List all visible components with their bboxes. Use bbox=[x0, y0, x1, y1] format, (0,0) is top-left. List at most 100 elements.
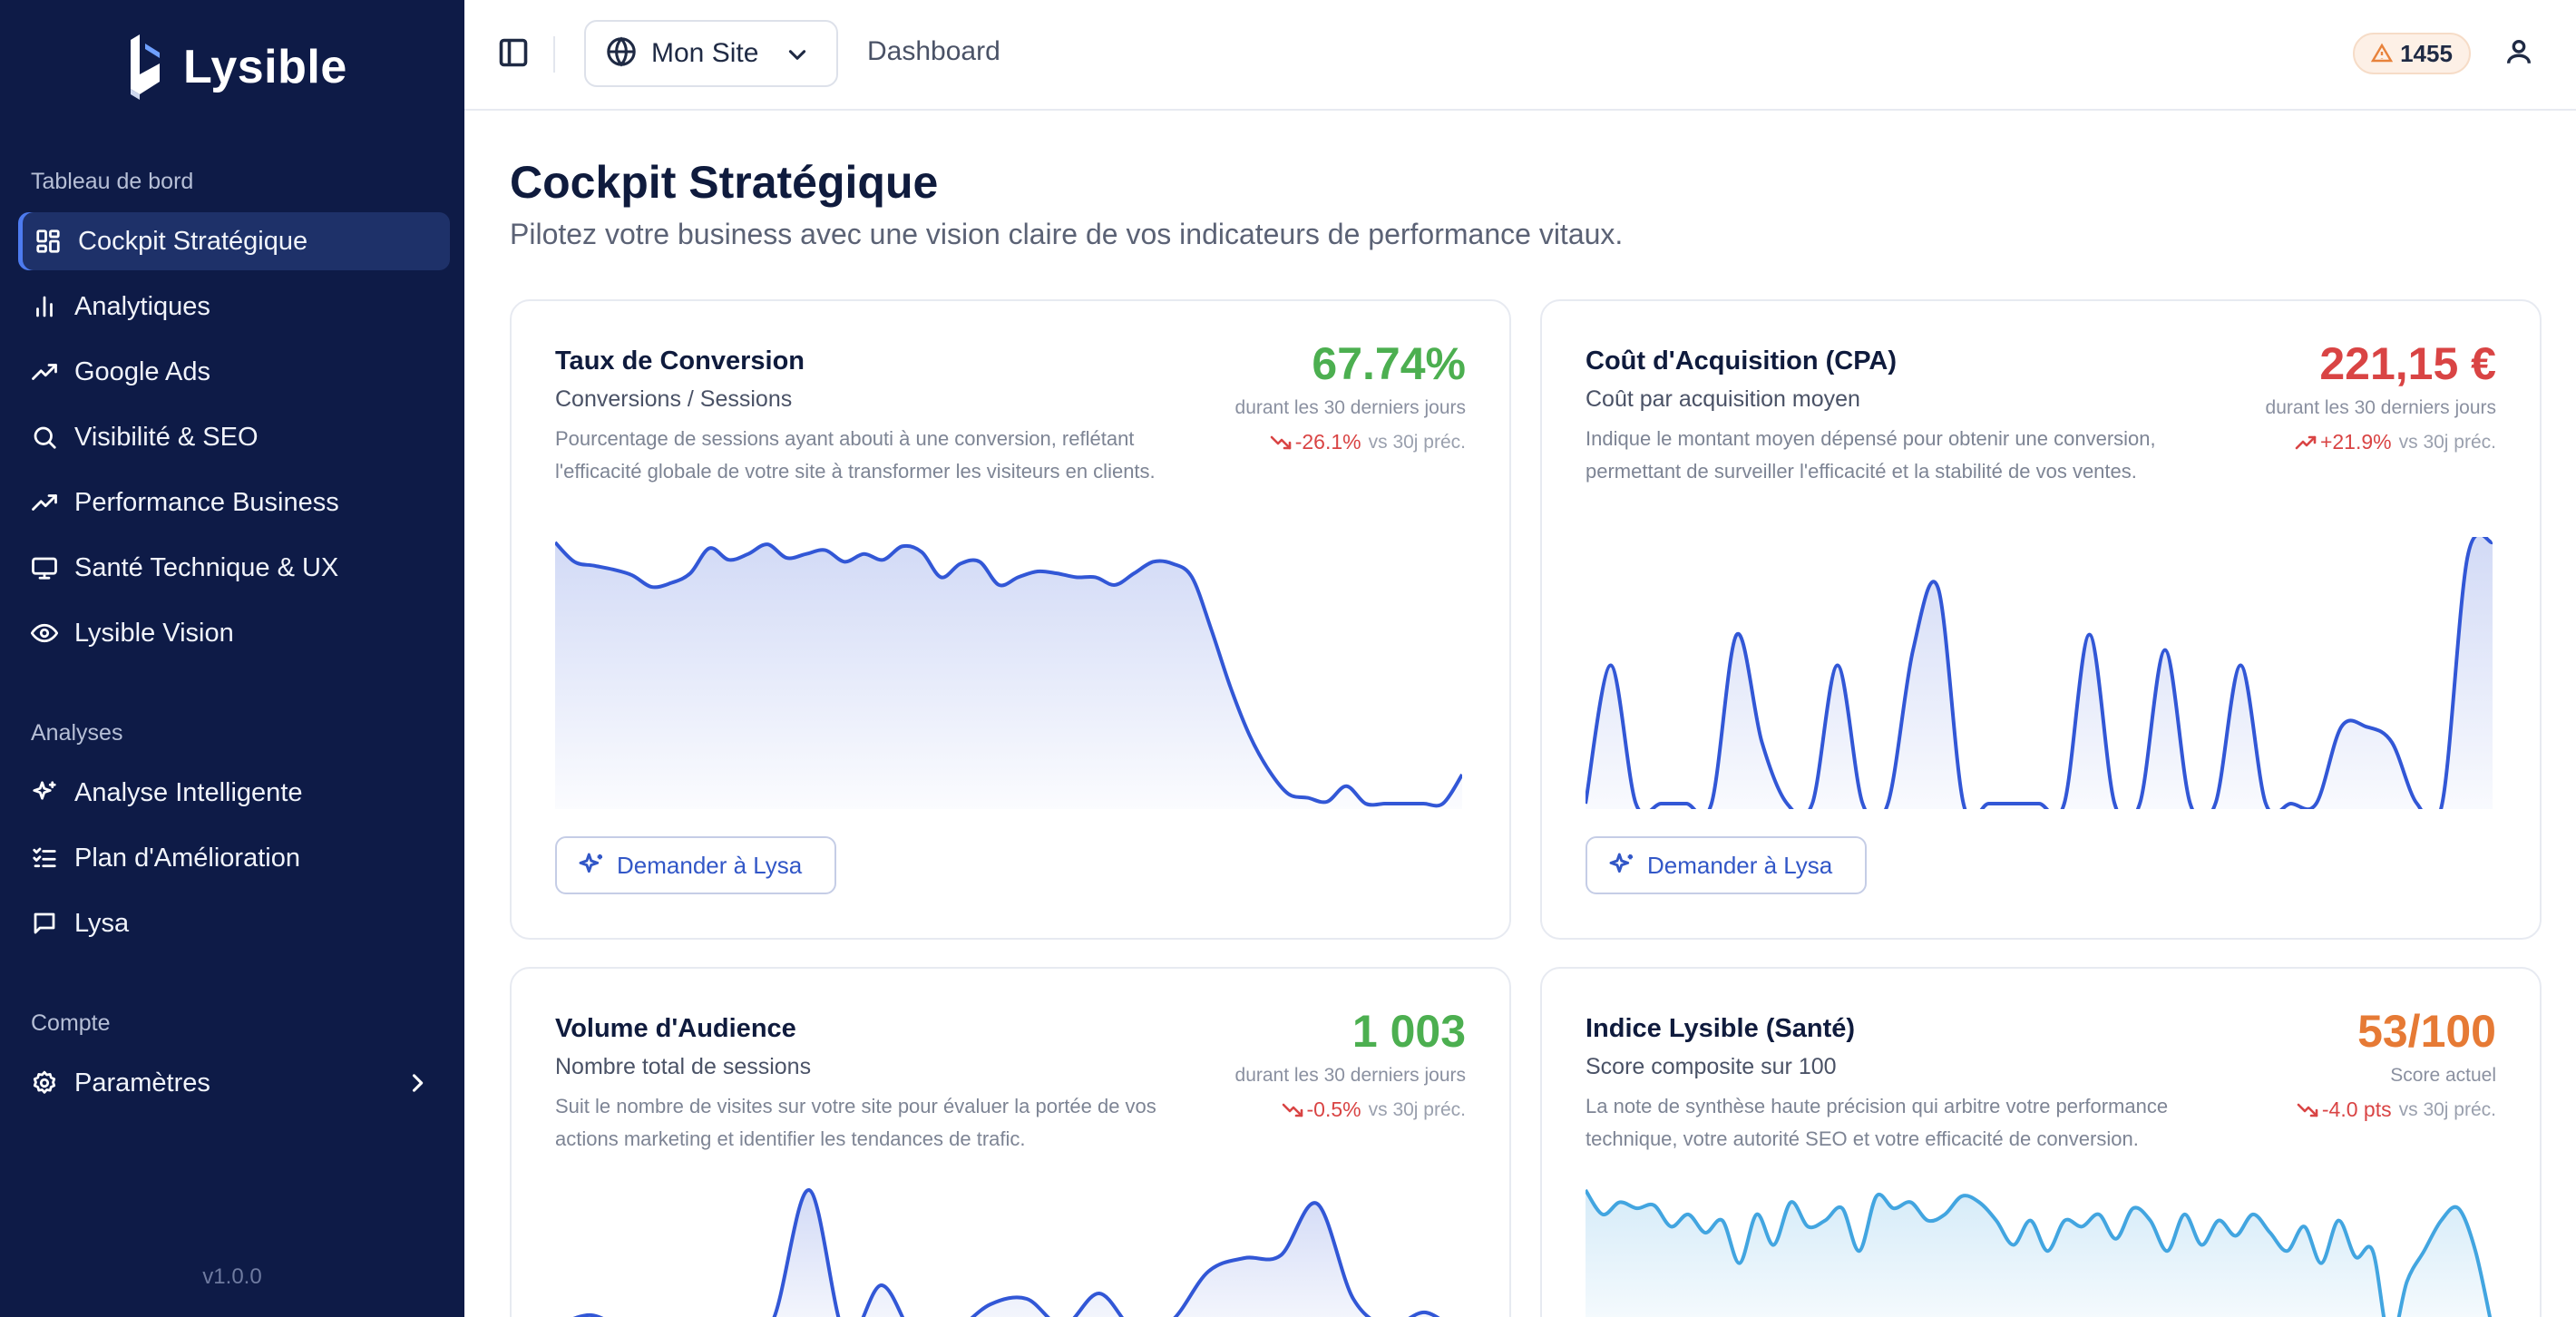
app-version: v1.0.0 bbox=[202, 1264, 262, 1289]
ask-lysa-label: Demander à Lysa bbox=[617, 851, 803, 879]
trending-up-icon bbox=[2295, 435, 2317, 449]
ask-lysa-button[interactable]: Demander à Lysa bbox=[555, 836, 836, 894]
chevron-down-icon bbox=[758, 37, 809, 71]
kpi-card-health-index: Indice Lysible (Santé) Score composite s… bbox=[1540, 967, 2542, 1317]
sparkline-area bbox=[579, 1189, 1437, 1317]
sidebar-item-label: Plan d'Amélioration bbox=[74, 843, 300, 873]
card-title: Volume d'Audience bbox=[555, 1014, 796, 1043]
sidebar-item-label: Cockpit Stratégique bbox=[78, 226, 308, 256]
card-description: Pourcentage de sessions ayant abouti à u… bbox=[555, 427, 1156, 483]
sparkline-line bbox=[1586, 537, 2493, 809]
sparkline-line bbox=[1586, 1190, 2493, 1317]
sparkline-area bbox=[555, 542, 1462, 809]
card-value: 67.74% bbox=[1312, 338, 1466, 389]
trend-compare: vs 30j préc. bbox=[1368, 1098, 1466, 1120]
warning-icon bbox=[2371, 43, 2394, 63]
app-logo[interactable]: Lysible bbox=[118, 31, 347, 103]
alerts-badge[interactable]: 1455 bbox=[2353, 33, 2471, 74]
trend-value: -26.1% bbox=[1294, 430, 1361, 454]
eye-icon bbox=[31, 619, 58, 647]
sidebar-item-label: Analytiques bbox=[74, 291, 210, 321]
chevron-right-icon bbox=[405, 1070, 430, 1096]
card-period: durant les 30 derniers jours bbox=[1234, 1065, 1466, 1086]
trending-down-icon bbox=[1282, 1103, 1303, 1117]
card-title: Taux de Conversion bbox=[555, 346, 805, 376]
card-trend: -4.0 pts vs 30j préc. bbox=[2297, 1098, 2496, 1122]
sidebar-item-google-ads[interactable]: Google Ads bbox=[18, 343, 450, 401]
sparkline-chart bbox=[555, 537, 1462, 809]
sparkline-area bbox=[1586, 1190, 2491, 1317]
sidebar-item-analyse-intelligente[interactable]: Analyse Intelligente bbox=[18, 764, 450, 822]
user-icon bbox=[2506, 39, 2532, 63]
sidebar-item-cockpit[interactable]: Cockpit Stratégique bbox=[18, 212, 450, 270]
trend-compare: vs 30j préc. bbox=[1368, 431, 1466, 453]
card-subtitle: Conversions / Sessions bbox=[555, 386, 793, 412]
page-title: Cockpit Stratégique bbox=[510, 157, 939, 208]
gear-icon bbox=[31, 1069, 58, 1097]
panel-left-icon bbox=[499, 38, 528, 67]
sidebar-item-lysa[interactable]: Lysa bbox=[18, 894, 450, 952]
page-subtitle: Pilotez votre business avec une vision c… bbox=[510, 218, 1624, 250]
sidebar-item-lysible-vision[interactable]: Lysible Vision bbox=[18, 604, 450, 662]
ask-lysa-button[interactable]: Demander à Lysa bbox=[1586, 836, 1867, 894]
sidebar-toggle-button[interactable] bbox=[497, 36, 533, 73]
sidebar-item-analytiques[interactable]: Analytiques bbox=[18, 278, 450, 336]
sidebar-item-label: Visibilité & SEO bbox=[74, 422, 259, 452]
sparkline-line bbox=[555, 1190, 1462, 1317]
sidebar-item-performance-business[interactable]: Performance Business bbox=[18, 473, 450, 532]
trend-value: -0.5% bbox=[1306, 1098, 1361, 1121]
sparkles-icon bbox=[31, 779, 58, 806]
search-icon bbox=[31, 424, 58, 451]
kpi-card-conversion: Taux de Conversion Conversions / Session… bbox=[510, 299, 1511, 940]
sidebar-item-plan-amelioration[interactable]: Plan d'Amélioration bbox=[18, 829, 450, 887]
trend-value: -4.0 pts bbox=[2321, 1098, 2392, 1121]
sidebar-item-sante-technique[interactable]: Santé Technique & UX bbox=[18, 539, 450, 597]
card-period: durant les 30 derniers jours bbox=[2265, 397, 2496, 418]
sidebar-item-label: Lysa bbox=[74, 908, 130, 938]
sidebar-item-seo[interactable]: Visibilité & SEO bbox=[18, 408, 450, 466]
sidebar-item-parametres[interactable]: Paramètres bbox=[18, 1054, 450, 1112]
card-period: durant les 30 derniers jours bbox=[1234, 397, 1466, 418]
checklist-icon bbox=[31, 844, 58, 872]
card-subtitle: Score composite sur 100 bbox=[1586, 1054, 1837, 1079]
card-title: Coût d'Acquisition (CPA) bbox=[1586, 346, 1898, 376]
sidebar-item-label: Performance Business bbox=[74, 487, 339, 517]
alerts-count: 1455 bbox=[2400, 39, 2453, 67]
site-selector[interactable]: Mon Site bbox=[584, 20, 838, 87]
section-title-analyses: Analyses bbox=[31, 720, 123, 746]
topbar: Mon Site Dashboard 1455 bbox=[464, 0, 2576, 111]
card-value: 221,15 € bbox=[2319, 338, 2496, 389]
card-period: Score actuel bbox=[2390, 1065, 2496, 1086]
trending-down-icon bbox=[1270, 435, 1292, 449]
trending-down-icon bbox=[2297, 1103, 2318, 1117]
lysible-logo-icon bbox=[131, 34, 160, 100]
card-description: Suit le nombre de visites sur votre site… bbox=[555, 1095, 1156, 1150]
breadcrumb[interactable]: Dashboard bbox=[867, 36, 1000, 66]
trend-compare: vs 30j préc. bbox=[2398, 431, 2496, 453]
sparkline-area bbox=[1586, 537, 2493, 809]
sparkline-chart bbox=[555, 1185, 1462, 1317]
sidebar-item-label: Paramètres bbox=[74, 1068, 210, 1098]
app-name: Lysible bbox=[183, 41, 347, 93]
card-value: 53/100 bbox=[2357, 1006, 2496, 1057]
card-trend: +21.9% vs 30j préc. bbox=[2295, 430, 2496, 454]
sidebar: Lysible Tableau de bord Cockpit Stratégi… bbox=[0, 0, 464, 1317]
dashboard-grid-icon bbox=[34, 228, 62, 255]
kpi-card-cpa: Coût d'Acquisition (CPA) Coût par acquis… bbox=[1540, 299, 2542, 940]
monitor-icon bbox=[31, 554, 58, 581]
bar-chart-icon bbox=[31, 293, 58, 320]
user-menu-button[interactable] bbox=[2503, 36, 2540, 73]
trending-up-icon bbox=[31, 489, 58, 516]
sidebar-item-label: Santé Technique & UX bbox=[74, 552, 339, 582]
card-subtitle: Nombre total de sessions bbox=[555, 1054, 812, 1079]
card-trend: -0.5% vs 30j préc. bbox=[1282, 1098, 1466, 1122]
divider bbox=[553, 36, 555, 73]
globe-icon bbox=[606, 35, 637, 72]
sparkles-icon bbox=[1609, 853, 1633, 873]
card-description: La note de synthèse haute précision qui … bbox=[1586, 1095, 2169, 1150]
section-title-dashboard: Tableau de bord bbox=[31, 169, 194, 194]
card-subtitle: Coût par acquisition moyen bbox=[1586, 386, 1860, 412]
sidebar-item-label: Analyse Intelligente bbox=[74, 777, 303, 807]
sparkles-icon bbox=[579, 853, 602, 873]
sidebar-item-label: Google Ads bbox=[74, 356, 210, 386]
